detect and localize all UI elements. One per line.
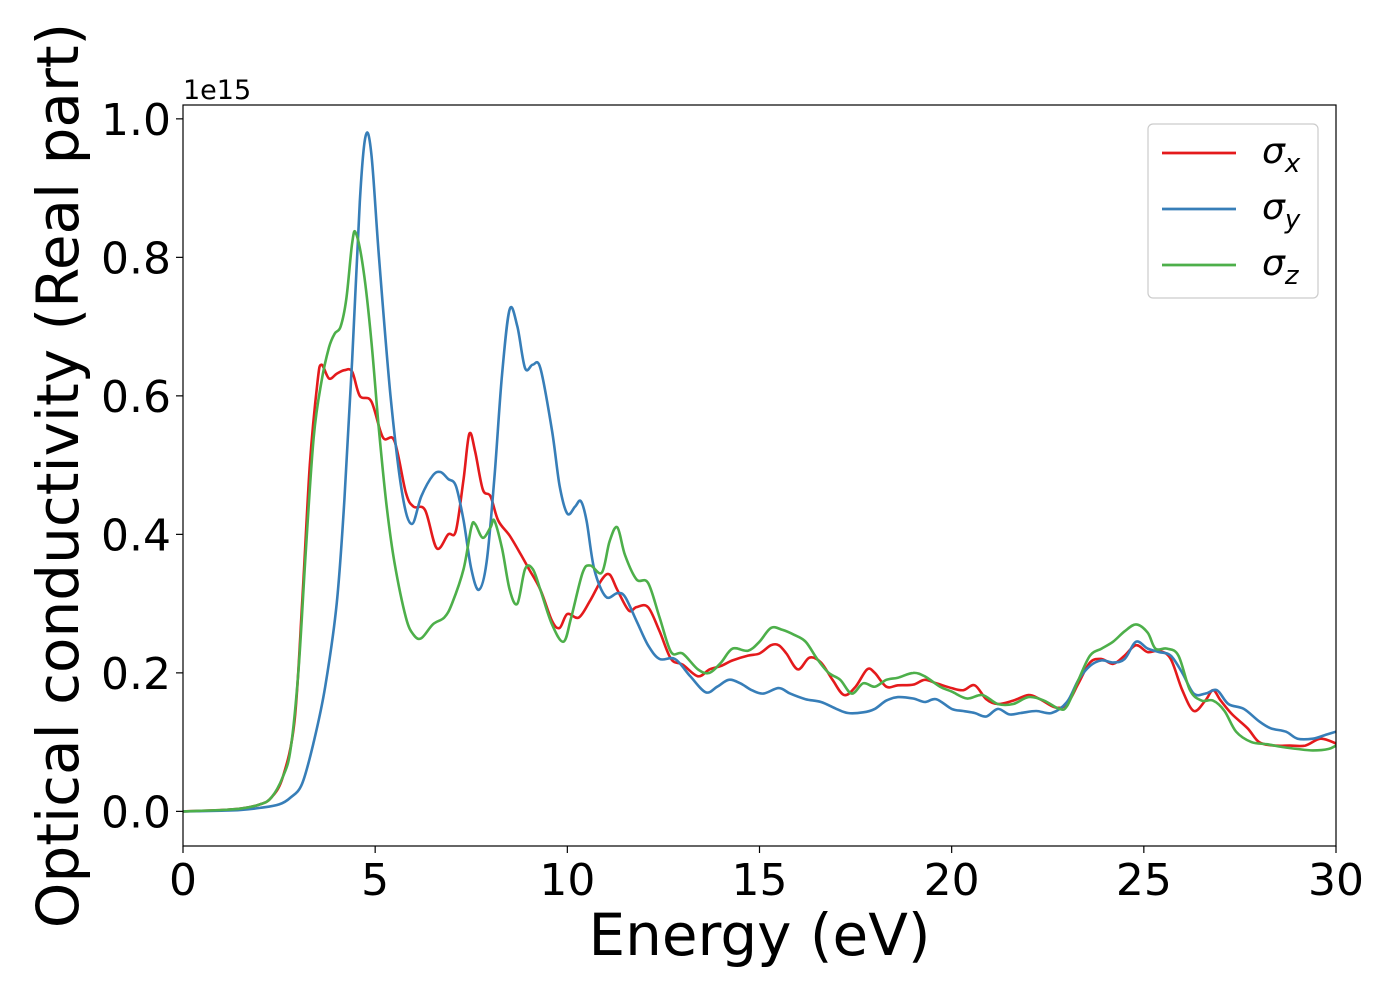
- series-layer: [183, 131, 1336, 813]
- legend: σx σy σz: [1147, 123, 1319, 299]
- x-tick-label: 0: [169, 855, 197, 906]
- y-axis-title: Optical conductivity (Real part): [24, 23, 92, 928]
- y-tick-label: 0.4: [101, 510, 171, 561]
- x-tick-label: 5: [361, 855, 389, 906]
- x-tick-label: 25: [1116, 855, 1172, 906]
- x-tick-label: 10: [539, 855, 595, 906]
- series-line-z: [183, 229, 1336, 813]
- series-line-y: [183, 131, 1336, 813]
- legend-label-z: σz: [1262, 243, 1300, 291]
- x-axis: 0 5 10 15 20 25 30: [169, 846, 1364, 906]
- y-tick-label: 0.2: [101, 649, 171, 700]
- x-axis-title: Energy (eV): [588, 901, 930, 969]
- x-tick-label: 20: [924, 855, 980, 906]
- x-tick-label: 15: [732, 855, 788, 906]
- y-tick-label: 1.0: [101, 95, 171, 146]
- y-axis: 0.0 0.2 0.4 0.6 0.8 1.0: [101, 95, 183, 838]
- x-tick-label: 30: [1308, 855, 1364, 906]
- y-axis-offset-label: 1e15: [183, 75, 251, 106]
- legend-box: [1147, 123, 1319, 299]
- y-tick-label: 0.8: [101, 233, 171, 284]
- legend-label-y: σy: [1262, 187, 1301, 235]
- y-tick-label: 0.0: [101, 787, 171, 838]
- y-tick-label: 0.6: [101, 372, 171, 423]
- legend-label-x: σx: [1262, 131, 1301, 179]
